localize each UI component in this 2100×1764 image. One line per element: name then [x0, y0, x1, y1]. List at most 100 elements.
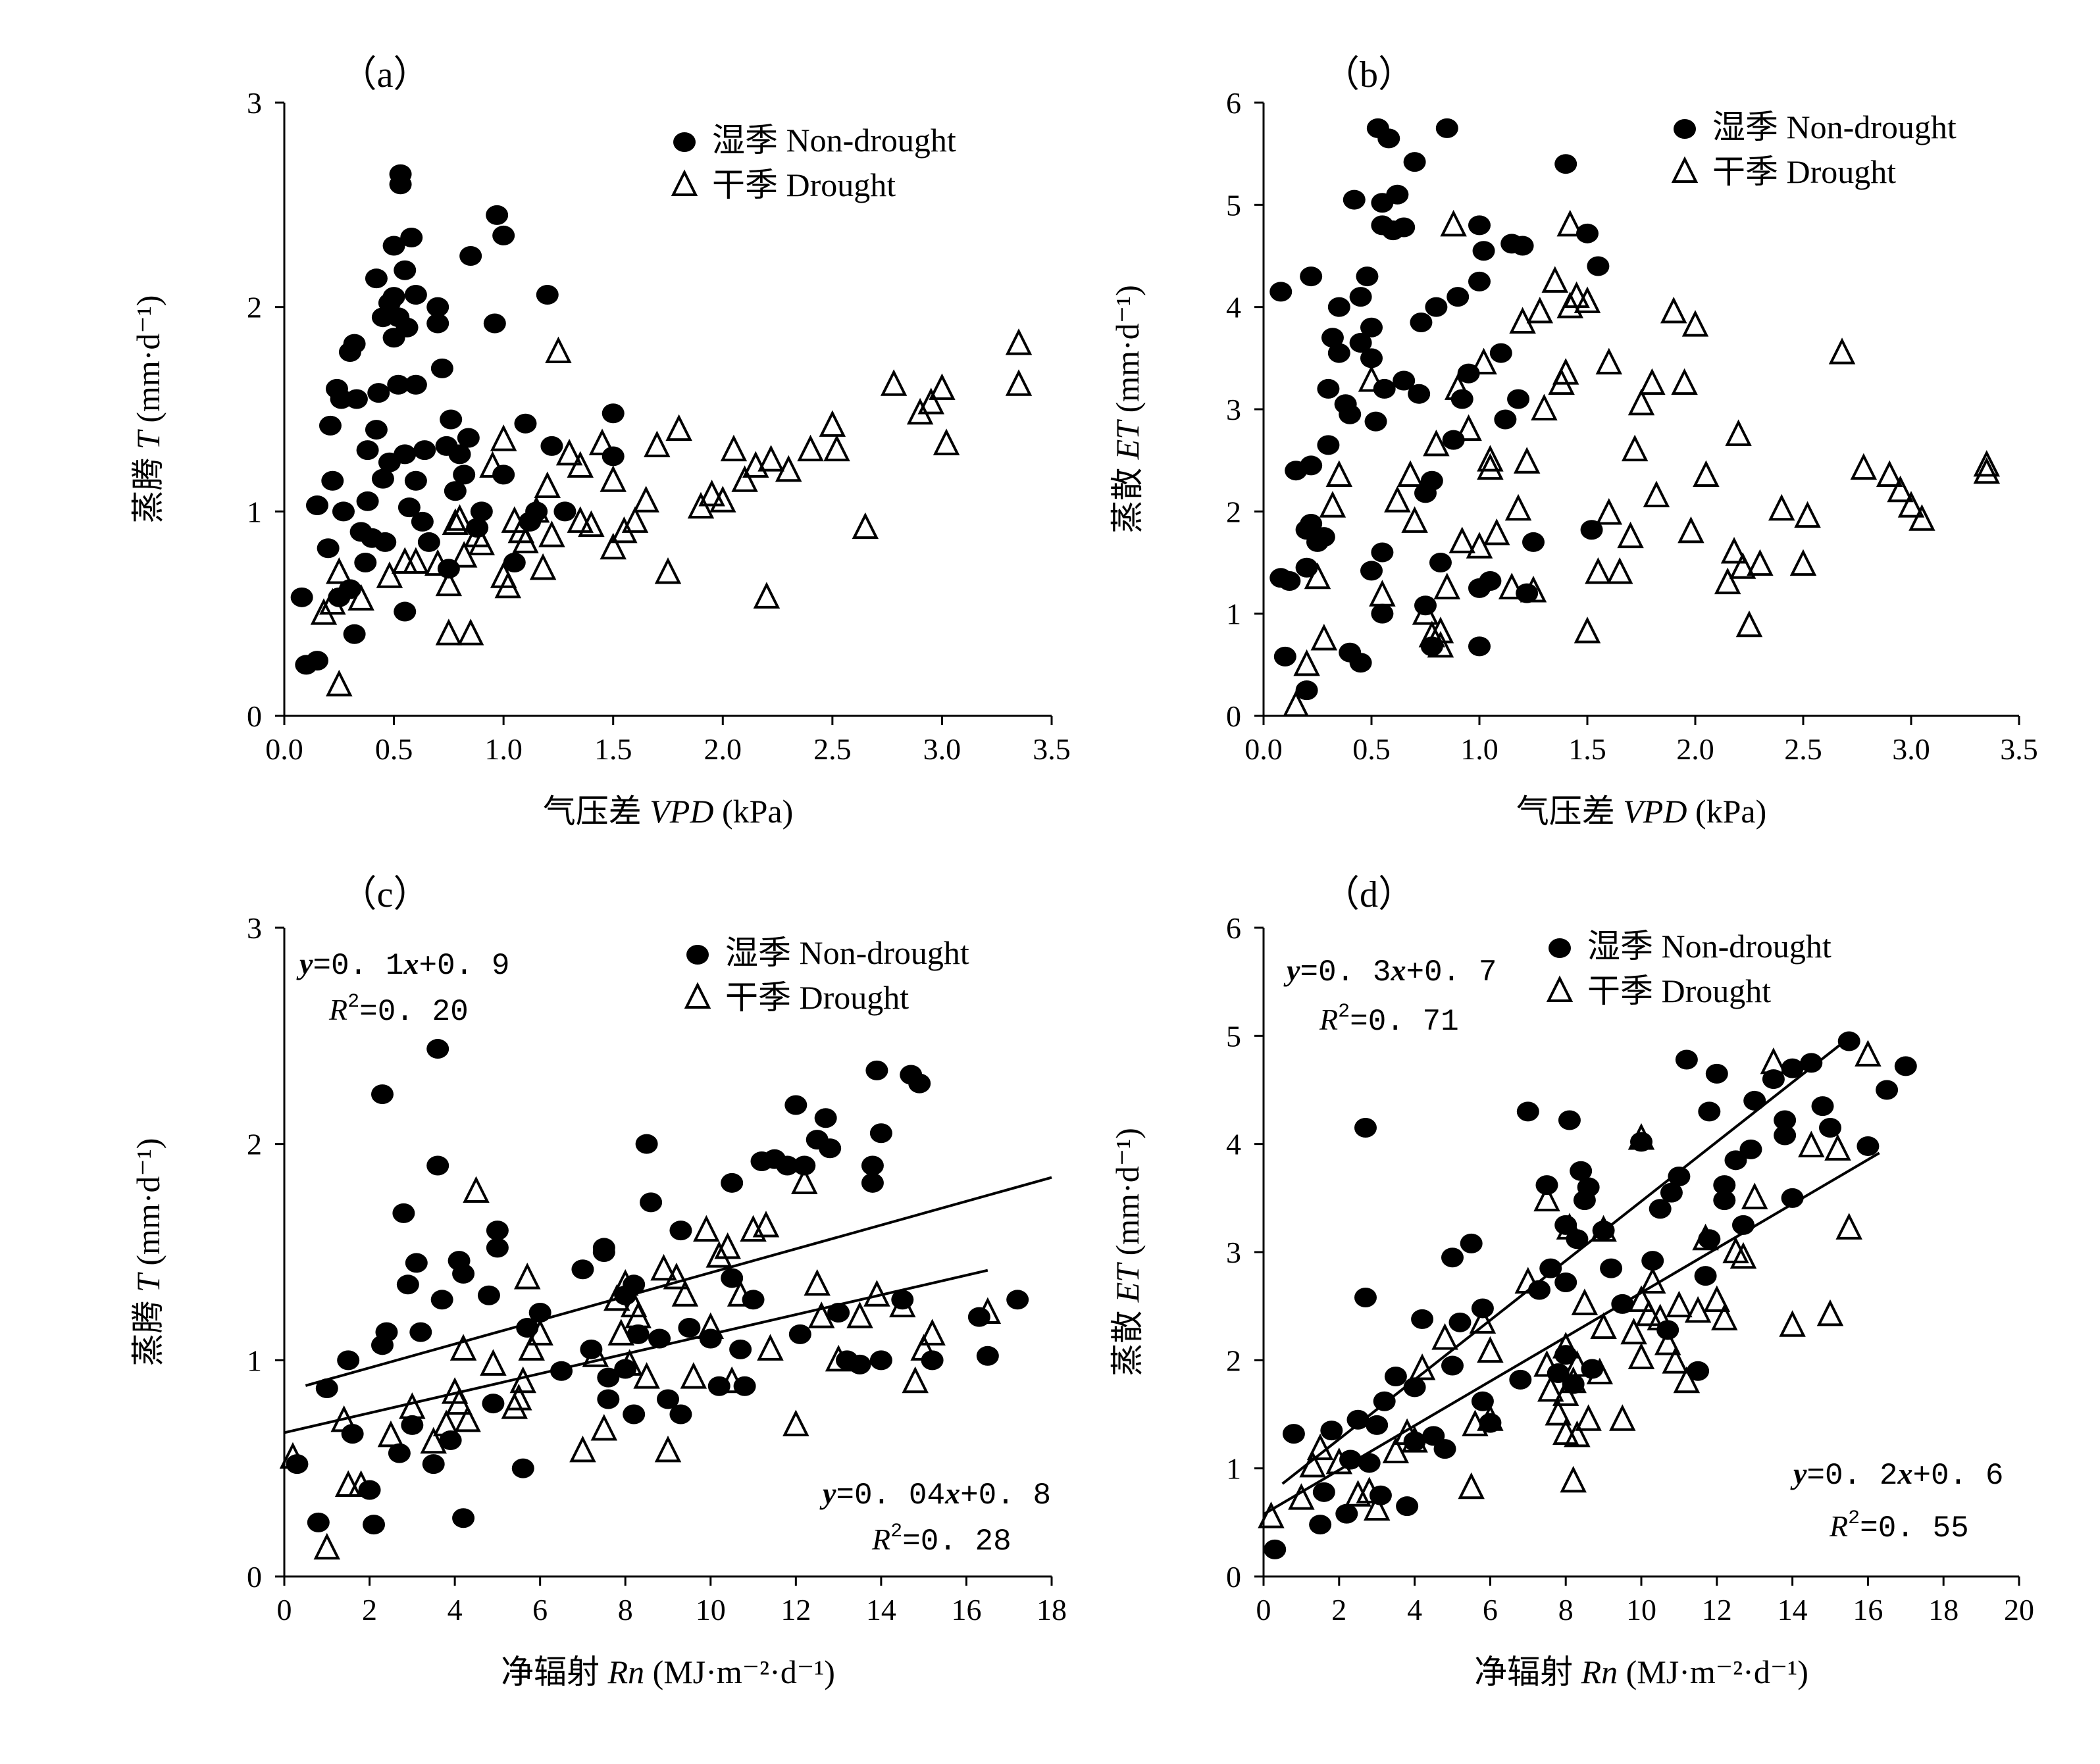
data-point-non-drought — [422, 1454, 445, 1474]
data-point-non-drought — [1373, 378, 1396, 399]
data-point-drought — [650, 1253, 677, 1281]
data-point-drought — [718, 1366, 746, 1394]
y-axis-label: 蒸腾 T (mm·d⁻¹) — [130, 1138, 166, 1367]
data-point-non-drought — [315, 1378, 338, 1399]
data-point-drought — [1693, 460, 1720, 487]
x-tick-label: 3.5 — [1033, 732, 1071, 766]
data-point-drought — [663, 1262, 690, 1290]
data-point-drought — [1595, 347, 1623, 375]
data-point-drought — [1477, 453, 1504, 480]
data-point-non-drought — [459, 246, 482, 266]
data-point-drought — [420, 1426, 447, 1454]
data-point-drought — [513, 1262, 541, 1290]
data-point-non-drought — [363, 1515, 386, 1535]
data-point-non-drought — [330, 389, 353, 409]
data-point-drought — [825, 1344, 852, 1372]
data-point-non-drought — [1312, 1482, 1335, 1502]
data-point-non-drought — [1739, 1139, 1762, 1159]
x-tick-label: 0 — [1256, 1593, 1271, 1626]
data-point-drought — [1520, 576, 1547, 603]
data-point-drought — [600, 465, 627, 492]
data-point-drought — [590, 1414, 618, 1441]
data-point-drought — [1545, 1399, 1572, 1426]
data-point-non-drought — [1592, 1221, 1615, 1241]
data-point-non-drought — [356, 491, 379, 511]
data-point-non-drought — [426, 1039, 449, 1059]
data-point-non-drought — [1349, 287, 1372, 307]
data-point-non-drought — [1377, 128, 1400, 149]
data-point-drought — [1363, 1494, 1391, 1521]
data-point-non-drought — [394, 444, 417, 465]
data-point-drought — [1401, 1426, 1428, 1453]
data-point-drought — [1621, 434, 1649, 462]
equation-non-drought: y=0. 3x+0. 7 — [1283, 953, 1497, 990]
data-point-drought — [1504, 493, 1532, 521]
x-tick-label: 0.5 — [375, 732, 413, 766]
data-point-non-drought — [1433, 1439, 1456, 1459]
data-point-drought — [1306, 1433, 1334, 1461]
data-point-drought — [1660, 296, 1687, 324]
legend-marker-drought — [671, 169, 698, 196]
data-point-non-drought — [1539, 1258, 1562, 1278]
legend-label-non-drought: 湿季 Non-drought — [712, 122, 956, 159]
data-point-drought — [1498, 572, 1525, 599]
data-point-non-drought — [1327, 343, 1350, 363]
data-point-non-drought — [404, 470, 427, 491]
data-point-non-drought — [1660, 1182, 1683, 1203]
data-point-drought — [697, 1312, 725, 1340]
y-tick-label: 2 — [247, 1128, 262, 1161]
data-point-non-drought — [426, 1155, 449, 1176]
data-point-drought — [709, 486, 736, 513]
data-point-non-drought — [1321, 328, 1344, 348]
data-point-drought — [1556, 1213, 1583, 1240]
data-point-drought — [1627, 388, 1655, 416]
y-tick-label: 1 — [247, 1344, 262, 1377]
y-tick-label: 5 — [1226, 188, 1241, 222]
data-point-non-drought — [1396, 1496, 1419, 1517]
data-point-drought — [1828, 338, 1856, 365]
data-point-drought — [880, 369, 908, 396]
data-point-non-drought — [1570, 1161, 1593, 1181]
y-tick-label: 4 — [1226, 1128, 1241, 1161]
x-tick-label: 1.0 — [1460, 732, 1498, 766]
data-point-non-drought — [452, 1263, 475, 1284]
x-tick-label: 2.5 — [813, 732, 852, 766]
data-point-drought — [1005, 328, 1033, 355]
data-point-drought — [1855, 1040, 1882, 1067]
data-point-drought — [1466, 532, 1493, 559]
data-point-drought — [512, 526, 539, 553]
data-point-non-drought — [1611, 1294, 1634, 1314]
data-point-non-drought — [1554, 1273, 1577, 1293]
data-point-drought — [1725, 419, 1752, 446]
x-tick-label: 20 — [2004, 1593, 2034, 1626]
data-point-drought — [480, 1349, 507, 1376]
data-point-drought — [457, 618, 484, 645]
data-point-non-drought — [553, 501, 576, 522]
data-point-non-drought — [1354, 1118, 1377, 1138]
data-point-drought — [424, 549, 451, 576]
data-point-non-drought — [1479, 570, 1502, 591]
x-tick-label: 14 — [866, 1593, 896, 1626]
data-point-non-drought — [1327, 297, 1350, 317]
data-point-non-drought — [482, 1394, 505, 1414]
data-point-drought — [1533, 1350, 1560, 1377]
data-point-drought — [919, 1319, 946, 1346]
data-point-drought — [1427, 617, 1454, 643]
x-tick-label: 10 — [696, 1593, 726, 1626]
data-point-drought — [529, 553, 557, 580]
data-point-non-drought — [1468, 271, 1491, 291]
data-point-drought — [1692, 1223, 1719, 1251]
data-point-drought — [582, 1340, 609, 1367]
data-point-non-drought — [397, 497, 421, 518]
data-point-drought — [757, 1334, 784, 1361]
data-point-non-drought — [367, 383, 390, 403]
data-point-drought — [1620, 1317, 1647, 1345]
data-point-non-drought — [1468, 636, 1491, 657]
data-point-drought — [1560, 1465, 1587, 1493]
data-point-drought — [600, 532, 627, 560]
data-point-drought — [705, 1241, 732, 1268]
data-point-drought — [1299, 1450, 1326, 1478]
data-point-non-drought — [382, 287, 405, 307]
x-tick-label: 2.0 — [704, 732, 742, 766]
data-point-drought — [1973, 449, 2001, 477]
